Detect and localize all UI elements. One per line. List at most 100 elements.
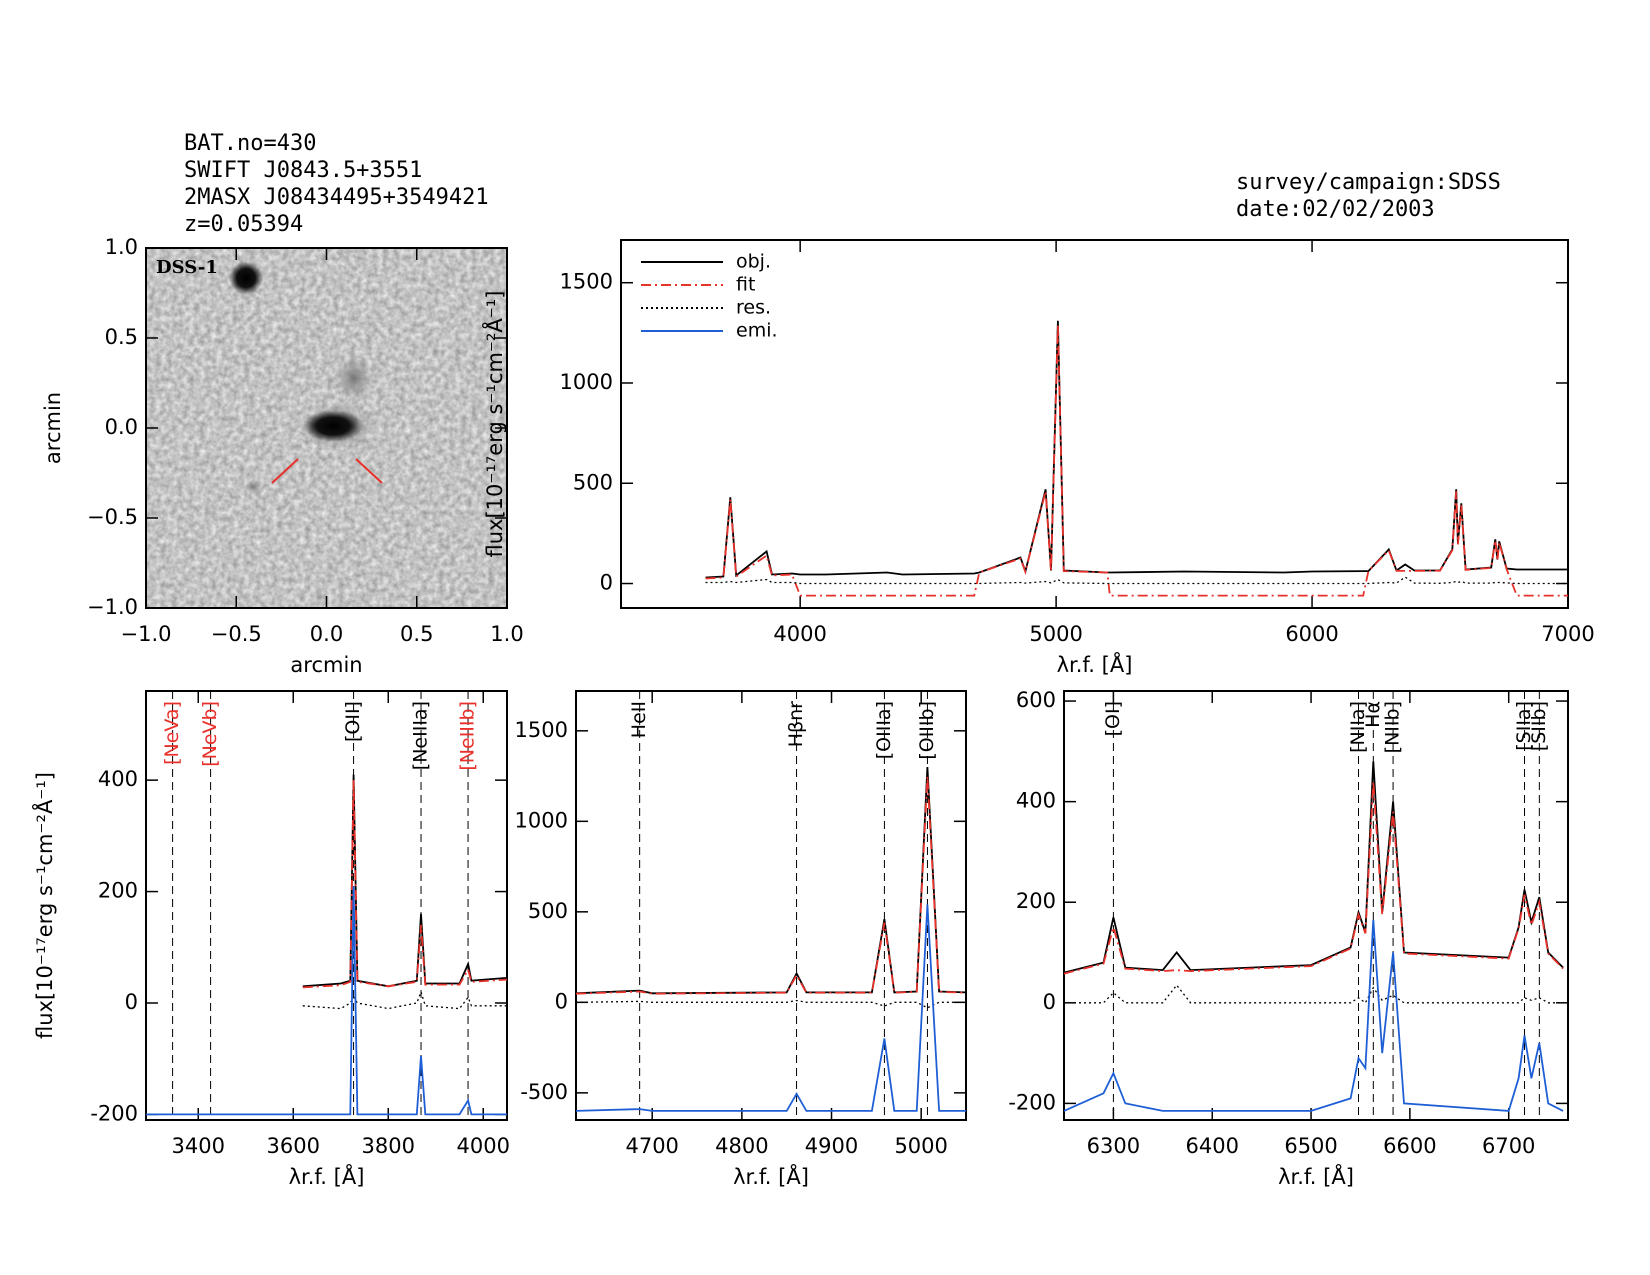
spectrum-line [575, 776, 967, 995]
spectrum-line [302, 780, 508, 989]
y-tick-label: -200 [1008, 1090, 1056, 1114]
y-tick-label: 400 [98, 767, 138, 791]
header-line: z=0.05394 [184, 212, 303, 237]
x-tick-label: 3400 [172, 1134, 225, 1158]
spectrum-line [575, 766, 967, 995]
x-tick-label: 6500 [1284, 1134, 1337, 1158]
x-tick-label: 3600 [267, 1134, 320, 1158]
legend-label: obj. [736, 251, 771, 273]
y-axis-label: flux[10⁻¹⁷erg s⁻¹cm⁻²Å⁻¹] [481, 290, 507, 557]
x-tick-label: 6600 [1383, 1134, 1436, 1158]
plot-frame [145, 690, 508, 1121]
x-tick-label: 7000 [1541, 622, 1594, 646]
date: date:02/02/2003 [1236, 197, 1435, 222]
line-label: [NIIa] [1347, 701, 1369, 753]
spectrum-line [705, 576, 1568, 585]
x-tick-label: 4700 [625, 1134, 678, 1158]
x-tick-label: 6000 [1285, 622, 1338, 646]
y-tick-label: 1500 [560, 270, 613, 294]
line-label: [NeVa] [161, 701, 183, 765]
spectrum-line [302, 774, 508, 988]
x-tick-label: 4800 [715, 1134, 768, 1158]
x-axis-label: λr.f. [Å] [1278, 1163, 1354, 1189]
y-tick-label: 200 [1016, 889, 1056, 913]
y-tick-label: 1.0 [105, 235, 138, 259]
x-axis-label: arcmin [290, 653, 362, 677]
x-axis-label: λr.f. [Å] [1057, 651, 1133, 677]
y-tick-label: -200 [90, 1101, 138, 1125]
survey: survey/campaign:SDSS [1236, 170, 1501, 195]
y-tick-label: 400 [1016, 789, 1056, 813]
x-tick-label: 6400 [1186, 1134, 1239, 1158]
plot-frame [620, 239, 1569, 609]
y-tick-label: 0 [1043, 990, 1056, 1014]
line-label: [OI] [1102, 701, 1124, 736]
x-tick-label: 5000 [894, 1134, 947, 1158]
y-tick-label: 0.0 [105, 415, 138, 439]
x-tick-label: 1.0 [490, 622, 523, 646]
y-tick-label: 0 [125, 990, 138, 1014]
y-tick-label: 1000 [515, 808, 568, 832]
y-tick-label: 1000 [560, 370, 613, 394]
legend-label: res. [736, 297, 771, 319]
galaxy-plume [334, 354, 374, 402]
line-label: [NIIb] [1382, 701, 1404, 753]
y-axis-label: flux[10⁻¹⁷erg s⁻¹cm⁻²Å⁻¹] [31, 772, 57, 1039]
spectrum-line [705, 320, 1568, 579]
y-tick-label: 0.5 [105, 325, 138, 349]
spectrum-line [1063, 919, 1564, 1112]
line-label: [NeVb] [199, 701, 221, 767]
x-tick-label: 4900 [805, 1134, 858, 1158]
line-label: [SIIb] [1528, 701, 1550, 751]
line-label: HeII [628, 701, 650, 738]
y-tick-label: 600 [1016, 688, 1056, 712]
line-label: [NeIIIb] [457, 701, 479, 771]
header-line: 2MASX J08434495+3549421 [184, 185, 489, 210]
spectrum-line [575, 904, 966, 1112]
x-tick-label: 0.5 [400, 622, 433, 646]
y-axis-label: arcmin [41, 392, 65, 464]
header-line: BAT.no=430 [184, 131, 316, 156]
x-tick-label: −0.5 [211, 622, 262, 646]
x-tick-label: 3800 [362, 1134, 415, 1158]
target-marker [271, 458, 299, 484]
x-tick-label: 4000 [457, 1134, 510, 1158]
y-tick-label: -500 [520, 1080, 568, 1104]
x-tick-label: 0.0 [310, 622, 343, 646]
y-tick-label: 0 [555, 989, 568, 1013]
header-line: SWIFT J0843.5+3551 [184, 158, 422, 183]
spectrum-line [1064, 984, 1564, 1004]
y-tick-label: −1.0 [87, 595, 138, 619]
y-tick-label: 1500 [515, 718, 568, 742]
target-marker [355, 458, 383, 484]
plot-frame [575, 690, 967, 1121]
spectrum-line [705, 324, 1568, 597]
y-tick-label: −0.5 [87, 505, 138, 529]
legend-label: fit [736, 274, 755, 296]
line-label: [OIIIa] [873, 701, 895, 759]
y-tick-label: 200 [98, 879, 138, 903]
spectrum-line [1063, 761, 1564, 974]
image-label: DSS-1 [156, 257, 218, 278]
x-tick-label: 6700 [1482, 1134, 1535, 1158]
spectrum-line [302, 989, 507, 1010]
line-label: Hα [1362, 701, 1384, 728]
x-axis-label: λr.f. [Å] [289, 1163, 365, 1189]
y-tick-label: 500 [573, 470, 613, 494]
sky-image [146, 248, 507, 608]
spectrum-line [146, 885, 507, 1116]
plot-frame [1063, 690, 1569, 1121]
x-tick-label: 5000 [1029, 622, 1082, 646]
line-label: [NeIIIa] [410, 701, 432, 770]
galaxy-core [303, 410, 363, 442]
spectrum-line [1063, 781, 1564, 975]
line-label: [OII] [342, 701, 364, 742]
line-label: [SIIa] [1513, 701, 1535, 751]
faint-source [245, 479, 261, 495]
legend-label: emi. [736, 320, 778, 342]
y-tick-label: 500 [528, 899, 568, 923]
star [229, 261, 263, 295]
line-label: [OIIIb] [916, 701, 938, 760]
line-label: Hβnr [785, 701, 807, 747]
